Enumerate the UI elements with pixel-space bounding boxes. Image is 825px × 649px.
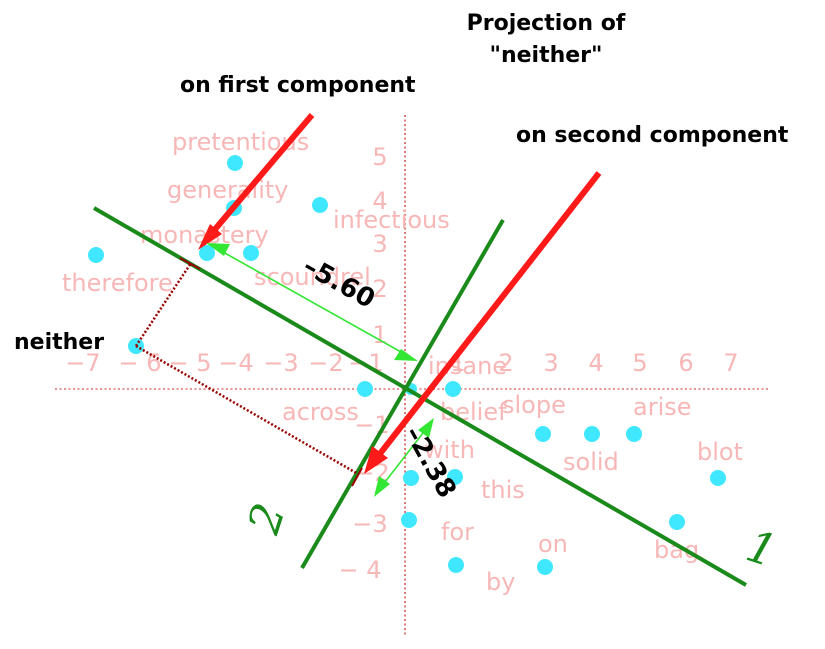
- data-point: [243, 245, 259, 261]
- title-line-2: "neither": [490, 43, 603, 68]
- word-label: with: [424, 436, 475, 464]
- y-tick-label: 3: [372, 230, 387, 258]
- x-tick-label: − 6: [118, 349, 161, 377]
- data-point: [535, 426, 551, 442]
- data-point: [357, 381, 373, 397]
- second-measure-arrow: [374, 418, 434, 497]
- data-point: [669, 514, 685, 530]
- data-point: [88, 247, 104, 263]
- x-tick-labels: −7 − 6 − 5 −4 −3 −2 −1 1 2 3 4 5 6 7: [65, 349, 738, 377]
- projection-tick-first: [179, 257, 201, 270]
- word-label: across: [282, 398, 359, 426]
- data-point: [401, 512, 417, 528]
- first-component-arrow: [198, 113, 315, 250]
- x-tick-label: − 5: [168, 349, 211, 377]
- word-label: by: [486, 568, 515, 596]
- second-component-line: [300, 218, 505, 570]
- y-tick-label: 1: [372, 321, 387, 349]
- word-labels: pretentious generality monastery infecti…: [62, 128, 743, 596]
- word-label: on: [538, 530, 568, 558]
- word-label: blot: [697, 438, 743, 466]
- data-point: [626, 426, 642, 442]
- word-label: therefore: [62, 269, 173, 297]
- first-measure-arrow: [206, 243, 418, 361]
- x-tick-label: −7: [65, 349, 100, 377]
- word-label: this: [481, 476, 525, 504]
- projection-to-first: [134, 262, 193, 347]
- x-tick-label: −2: [308, 349, 343, 377]
- data-point: [227, 155, 243, 171]
- word-label: scoundrel: [254, 263, 371, 291]
- word-label: solid: [563, 448, 619, 476]
- projection-tick-second: [351, 467, 363, 487]
- x-tick-label: −4: [218, 349, 253, 377]
- y-tick-label: 2: [372, 275, 387, 303]
- data-point: [710, 470, 726, 486]
- x-tick-label: 3: [543, 349, 558, 377]
- x-tick-label: 7: [723, 349, 738, 377]
- word-label: slope: [502, 391, 566, 419]
- projection-to-second: [135, 344, 359, 476]
- x-tick-label: 5: [632, 349, 647, 377]
- component-one-label: 1: [740, 521, 782, 578]
- second-component-heading: on second component: [516, 123, 789, 148]
- data-point: [584, 426, 600, 442]
- word-label: bag: [654, 536, 699, 564]
- data-point: [312, 197, 328, 213]
- data-point: [445, 381, 461, 397]
- data-point: [537, 559, 553, 575]
- first-measurement: –5.60: [298, 251, 380, 315]
- component-two-label: 2: [238, 497, 295, 540]
- data-point: [447, 469, 463, 485]
- x-tick-label: 6: [678, 349, 693, 377]
- y-tick-label: 5: [372, 143, 387, 171]
- word-label: generality: [167, 176, 289, 204]
- y-tick-label: 4: [372, 187, 387, 215]
- data-point: [448, 557, 464, 573]
- data-points: [88, 155, 726, 575]
- first-component-line: [92, 206, 748, 587]
- word-label: belief: [440, 398, 507, 426]
- word-label: arise: [633, 393, 692, 421]
- x-tick-label: 2: [498, 349, 513, 377]
- x-tick-label: −3: [263, 349, 298, 377]
- x-tick-label: 4: [588, 349, 603, 377]
- word-label: infectious: [333, 206, 450, 234]
- title-line-1: Projection of: [467, 11, 626, 36]
- first-component-heading: on first component: [180, 73, 416, 98]
- data-point: [199, 245, 215, 261]
- neither-label: neither: [14, 330, 104, 355]
- y-tick-label: −3: [352, 510, 387, 538]
- data-point: [403, 470, 419, 486]
- y-tick-label: − 4: [338, 556, 381, 584]
- second-component-arrow: [364, 171, 602, 474]
- word-label: for: [441, 518, 474, 546]
